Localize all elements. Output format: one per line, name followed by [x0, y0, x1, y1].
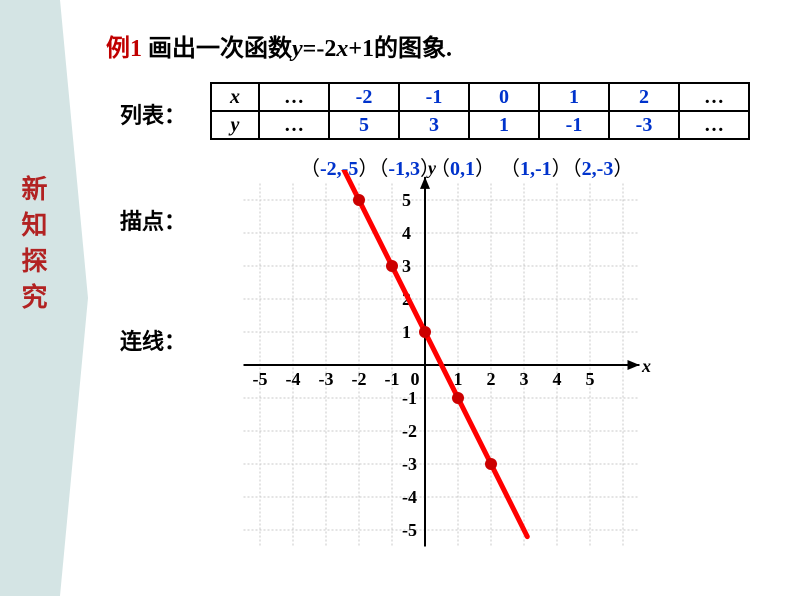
svg-text:5: 5	[586, 369, 595, 389]
svg-text:-2: -2	[352, 369, 367, 389]
table-row: x … -2 -1 0 1 2 …	[211, 83, 749, 111]
svg-text:3: 3	[402, 256, 411, 276]
table-cell: -3	[609, 111, 679, 139]
table-cell: 5	[329, 111, 399, 139]
table-cell: 0	[469, 83, 539, 111]
svg-text:-4: -4	[402, 487, 417, 507]
svg-text:4: 4	[402, 223, 411, 243]
table-row: y … 5 3 1 -1 -3 …	[211, 111, 749, 139]
table-header-y: y	[211, 111, 259, 139]
coordinate-chart: -5-4-3-2-112345012345-1-2-3-4-5 x y	[210, 170, 670, 570]
table-cell: -1	[399, 83, 469, 111]
svg-text:4: 4	[553, 369, 562, 389]
table-cell: 2	[609, 83, 679, 111]
svg-text:1: 1	[454, 369, 463, 389]
value-table: x … -2 -1 0 1 2 … y … 5 3 1 -1 -3 …	[210, 82, 750, 140]
x-axis-label: x	[642, 356, 651, 377]
table-cell: …	[679, 111, 749, 139]
side-section-label: 新知探究	[14, 175, 51, 319]
step-label-connect: 连线：	[120, 324, 186, 356]
table-cell: 1	[469, 111, 539, 139]
svg-text:5: 5	[402, 190, 411, 210]
example-title: 例1 画出一次函数y=-2x+1的图象.	[106, 28, 452, 63]
table-cell: 1	[539, 83, 609, 111]
y-axis-label: y	[428, 158, 436, 179]
svg-text:-1: -1	[385, 369, 400, 389]
table-cell: -1	[539, 111, 609, 139]
table-cell: …	[679, 83, 749, 111]
step-label-table: 列表：	[120, 98, 186, 130]
svg-text:0: 0	[411, 369, 420, 389]
svg-text:-3: -3	[319, 369, 334, 389]
svg-text:-2: -2	[402, 421, 417, 441]
table-header-x: x	[211, 83, 259, 111]
svg-text:-1: -1	[402, 388, 417, 408]
svg-text:-5: -5	[402, 520, 417, 540]
table-cell: …	[259, 111, 329, 139]
side-band-arrow	[60, 0, 88, 596]
step-label-points: 描点：	[120, 204, 186, 236]
chart-svg: -5-4-3-2-112345012345-1-2-3-4-5	[210, 170, 670, 570]
table-cell: 3	[399, 111, 469, 139]
table-cell: -2	[329, 83, 399, 111]
svg-text:-5: -5	[253, 369, 268, 389]
svg-text:3: 3	[520, 369, 529, 389]
svg-text:2: 2	[487, 369, 496, 389]
svg-text:-3: -3	[402, 454, 417, 474]
svg-text:1: 1	[402, 322, 411, 342]
example-number: 例1	[106, 36, 142, 62]
table-cell: …	[259, 83, 329, 111]
svg-text:-4: -4	[286, 369, 301, 389]
